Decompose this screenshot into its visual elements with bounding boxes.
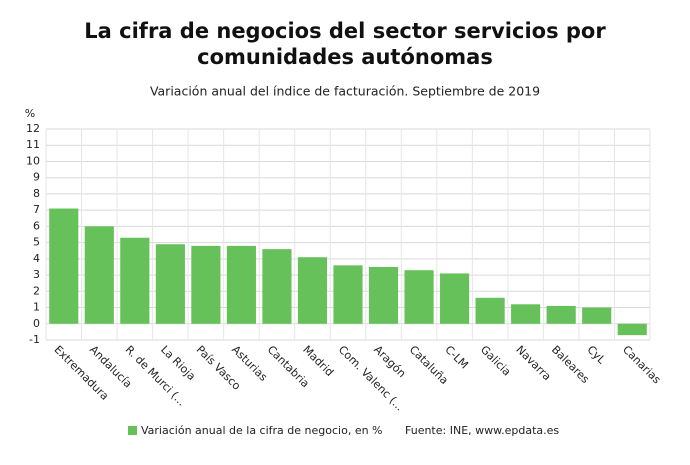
legend-swatch — [128, 426, 137, 435]
x-tick-label: CyL — [584, 343, 608, 367]
bar — [475, 297, 505, 324]
bar — [404, 270, 434, 324]
y-tick-label: 4 — [33, 252, 40, 265]
y-tick-label: 7 — [33, 203, 40, 216]
bar — [511, 304, 541, 324]
y-tick-label: 2 — [33, 284, 40, 297]
y-tick-label: -1 — [29, 333, 40, 346]
x-tick-label: C-LM — [442, 343, 470, 371]
y-tick-label: 10 — [26, 154, 40, 167]
x-tick-label: Canarias — [620, 343, 663, 386]
legend-label: Variación anual de la cifra de negocio, … — [141, 424, 383, 437]
bar — [546, 305, 576, 324]
bar — [368, 266, 399, 324]
x-tick-label: Galicia — [478, 343, 514, 379]
bar — [191, 245, 221, 324]
y-tick-label: 5 — [33, 236, 40, 249]
bar — [582, 307, 612, 324]
bar — [120, 237, 150, 324]
y-tick-label: 6 — [33, 219, 40, 232]
bar — [49, 208, 79, 324]
bar — [262, 249, 292, 324]
bar — [440, 273, 470, 324]
x-tick-label: Baleares — [549, 343, 592, 386]
bar — [617, 323, 647, 336]
bar — [155, 244, 185, 324]
bar — [84, 226, 114, 324]
bar — [297, 257, 328, 324]
chart-subtitle: Variación anual del índice de facturació… — [150, 84, 540, 99]
x-tick-label: Com. Valenc (... — [336, 343, 406, 413]
y-tick-label: 12 — [26, 122, 40, 135]
y-tick-label: 3 — [33, 268, 40, 281]
y-tick-label: 1 — [33, 301, 40, 314]
bar — [333, 265, 363, 324]
x-tick-label: Navarra — [513, 343, 553, 383]
y-tick-label: 9 — [33, 171, 40, 184]
source: Fuente: INE, www.epdata.es — [405, 424, 559, 437]
chart-title: La cifra de negocios del sector servicio… — [84, 19, 606, 69]
y-tick-label: 8 — [33, 187, 40, 200]
y-tick-label: 11 — [26, 138, 40, 151]
bar — [226, 245, 256, 324]
y-tick-label: 0 — [33, 317, 40, 330]
y-axis-label: % — [25, 107, 35, 120]
